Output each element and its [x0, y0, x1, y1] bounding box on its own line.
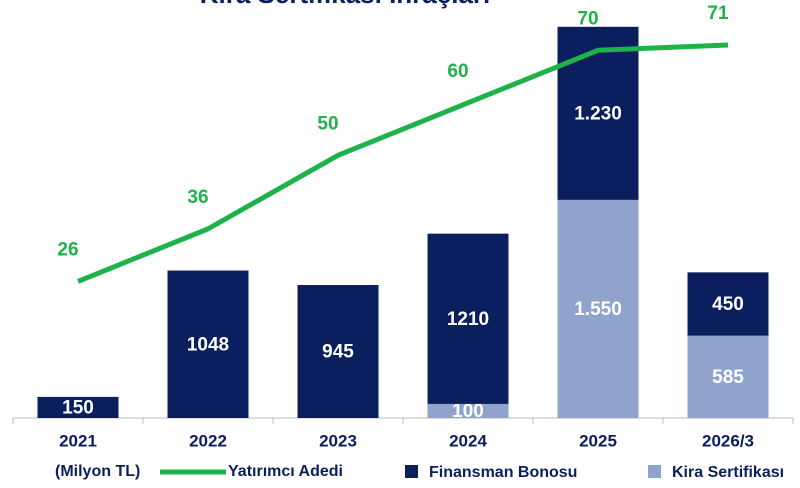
x-tick-label: 2023	[319, 431, 357, 450]
bar-value-label: 1.550	[574, 299, 622, 320]
bar-segment	[557, 26, 639, 200]
bar-segment	[687, 272, 769, 336]
bar-segment	[687, 335, 769, 418]
legend-label: Yatırımcı Adedi	[228, 463, 343, 480]
bar-segment	[427, 233, 509, 404]
bar-segment	[297, 285, 379, 418]
x-tick-label: 2024	[449, 431, 487, 450]
bar-value-label: 100	[452, 401, 484, 422]
bar-value-label: 1048	[187, 334, 229, 355]
unit-label: (Milyon TL)	[55, 463, 140, 480]
x-tick-label: 2026/3	[702, 431, 754, 450]
legend-swatch	[648, 465, 661, 478]
bar-segment	[167, 270, 249, 418]
bar-value-label: 1.230	[574, 103, 622, 124]
bar-value-label: 1210	[447, 309, 489, 330]
x-tick-label: 2025	[579, 431, 617, 450]
bar-value-label: 585	[712, 367, 744, 388]
line-series	[77, 42, 729, 284]
line-value-label: 71	[707, 3, 729, 24]
bar-segment	[37, 396, 119, 418]
bar-value-label: 450	[712, 294, 744, 315]
bar-value-label: 945	[322, 342, 354, 363]
x-tick-label: 2022	[189, 431, 227, 450]
line-value-label: 50	[317, 113, 338, 134]
bar-segment	[427, 403, 509, 418]
bar-segment	[557, 199, 639, 418]
line-value-label: 60	[447, 61, 468, 82]
legend-label: Kira Sertifikası	[672, 464, 784, 481]
chart-title: Kira Sertifikası İhraçları	[200, 0, 490, 9]
line-value-label: 36	[187, 187, 208, 208]
legend-label: Finansman Bonosu	[429, 464, 577, 481]
x-tick-label: 2021	[59, 431, 97, 450]
legend-swatch	[405, 465, 418, 478]
line-value-label: 70	[577, 8, 598, 29]
bar-value-label: 150	[62, 397, 94, 418]
line-value-label: 26	[57, 239, 78, 260]
